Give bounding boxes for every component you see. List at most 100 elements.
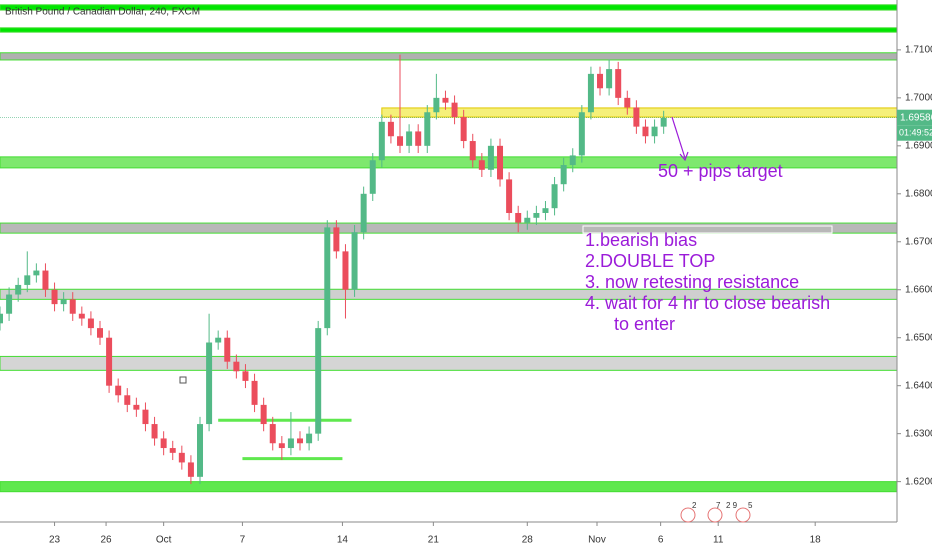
- arrow: [671, 116, 686, 159]
- event-count: 5: [748, 501, 753, 510]
- zones: [0, 4, 898, 493]
- y-tick-label: 1.62000: [905, 476, 932, 487]
- candle-body: [224, 337, 231, 362]
- candle-body: [60, 299, 67, 305]
- y-tick-label: 1.64000: [905, 380, 932, 391]
- candle-body: [278, 443, 285, 449]
- y-tick-label: 1.70000: [905, 93, 932, 104]
- candle-body: [297, 438, 304, 444]
- last-price-box: [897, 109, 932, 126]
- zone: [0, 481, 898, 493]
- chart-title: British Pound / Canadian Dollar, 240, FX…: [5, 7, 200, 18]
- candle-body: [615, 69, 622, 98]
- candle-body: [242, 371, 249, 381]
- candle-body: [633, 107, 640, 127]
- candle-body: [6, 294, 13, 314]
- event-icon: [735, 507, 751, 523]
- countdown-box: [897, 125, 932, 141]
- annotation: to enter: [614, 314, 675, 334]
- candle-body: [560, 165, 567, 185]
- candle-body: [333, 227, 340, 252]
- x-tick-label: 14: [337, 535, 349, 546]
- candle-body: [260, 404, 267, 425]
- candle-body: [406, 131, 413, 146]
- candle-body: [342, 251, 349, 290]
- y-tick-label: 1.71000: [905, 45, 932, 56]
- candle-body: [451, 102, 458, 118]
- x-tick-label: 23: [49, 535, 61, 546]
- candle-body: [178, 452, 185, 463]
- candle-body: [324, 227, 331, 329]
- candle-body: [415, 131, 422, 146]
- candle-body: [51, 289, 58, 305]
- candle-body: [351, 232, 358, 290]
- candle-body: [124, 395, 131, 405]
- zone: [0, 27, 898, 33]
- x-tick-label: Nov: [588, 535, 606, 546]
- annotation: 4. wait for 4 hr to close bearish: [585, 293, 830, 313]
- y-tick-label: 1.65000: [905, 332, 932, 343]
- candle-body: [397, 136, 404, 146]
- x-tick-label: 11: [713, 535, 724, 546]
- candle-body: [624, 97, 631, 108]
- candle-body: [287, 438, 294, 449]
- candle-body: [551, 184, 558, 209]
- countdown-label: 01:49:52: [899, 128, 932, 138]
- annotation: 2.DOUBLE TOP: [585, 251, 715, 271]
- candle-body: [151, 424, 158, 439]
- y-tick-label: 1.66000: [905, 284, 932, 295]
- candle-body: [587, 73, 594, 113]
- annotation: 3. now retesting resistance: [585, 272, 799, 292]
- marker: [179, 376, 187, 384]
- candle-body: [378, 121, 385, 161]
- zone: [381, 107, 898, 118]
- y-tick-label: 1.69000: [905, 140, 932, 151]
- x-tick-label: 26: [101, 535, 113, 546]
- candles: [0, 54, 667, 485]
- x-tick-label: 28: [522, 535, 534, 546]
- candle-body: [215, 337, 222, 343]
- candle-body: [169, 448, 176, 453]
- candle-body: [15, 284, 22, 295]
- arrow-head: [679, 151, 689, 162]
- x-tick-label: 7: [240, 535, 246, 546]
- candle-body: [269, 424, 276, 444]
- candle-body: [360, 193, 367, 233]
- candle-body: [578, 112, 585, 156]
- candle-body: [369, 160, 376, 194]
- candle-body: [306, 433, 313, 444]
- zone: [0, 52, 898, 61]
- candle-body: [524, 217, 531, 223]
- candle-body: [160, 438, 167, 449]
- candle-body: [542, 208, 549, 213]
- candle-body: [197, 424, 204, 477]
- event-count: 2: [692, 501, 697, 510]
- candle-body: [115, 385, 122, 396]
- candle-body: [106, 337, 113, 386]
- candle-body: [206, 342, 213, 425]
- candle-body: [497, 145, 504, 180]
- candle-body: [187, 462, 194, 477]
- candle-body: [97, 328, 104, 338]
- candle-body: [33, 270, 40, 276]
- event-count: 7: [716, 501, 721, 510]
- event-count: 2 9: [726, 501, 738, 510]
- event-icon: [680, 507, 696, 523]
- y-tick-label: 1.67000: [905, 236, 932, 247]
- candle-body: [469, 141, 476, 161]
- candle-body: [78, 313, 85, 319]
- candle-body: [460, 117, 467, 142]
- candle-body: [651, 126, 658, 137]
- x-tick-label: 21: [428, 535, 440, 546]
- note-box: [582, 225, 833, 234]
- candle-body: [0, 313, 3, 324]
- candle-body: [515, 212, 522, 223]
- candle-body: [87, 318, 94, 329]
- candle-body: [433, 97, 440, 113]
- candle-body: [233, 361, 240, 372]
- candle-body: [142, 409, 149, 425]
- x-tick-label: 6: [658, 535, 664, 546]
- candle-body: [487, 145, 494, 170]
